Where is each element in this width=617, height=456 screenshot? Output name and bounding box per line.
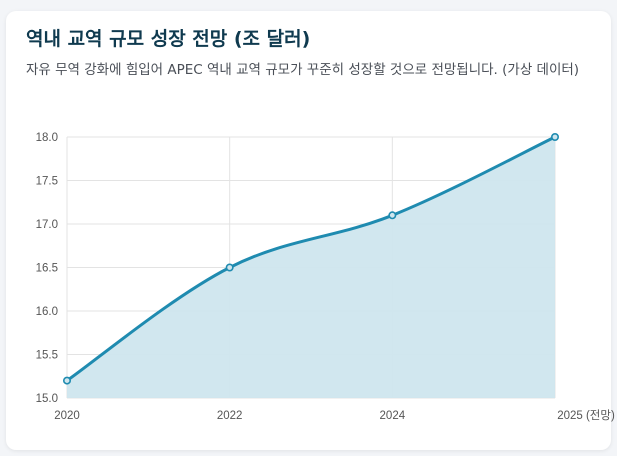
data-point [388, 211, 397, 220]
area-fill [67, 137, 555, 398]
x-tick-label: 2024 [380, 410, 406, 422]
data-points [62, 133, 559, 385]
y-tick-label: 15.5 [36, 350, 58, 362]
series-area [66, 135, 556, 398]
data-point [225, 263, 234, 272]
x-tick-label: 2025 (전망) [557, 409, 615, 422]
series-line [66, 135, 556, 382]
x-tick-label: 2022 [217, 410, 243, 422]
chart-title: 역내 교역 규모 성장 전망 (조 달러) [26, 28, 311, 50]
y-tick-label: 16.0 [36, 306, 58, 318]
data-point [550, 133, 559, 142]
y-tick-label: 17.0 [36, 219, 58, 231]
y-tick-label: 16.5 [36, 263, 58, 275]
chart-subtitle: 자유 무역 강화에 힘입어 APEC 역내 교역 규모가 꾸준히 성장할 것으로… [26, 62, 580, 78]
x-axis-ticks: 2020 2022 2024 2025 (전망) [54, 409, 615, 422]
y-tick-label: 15.0 [36, 393, 58, 405]
y-axis-ticks: 15.0 15.5 16.0 16.5 17.0 17.5 18.0 [36, 132, 58, 405]
y-tick-label: 18.0 [36, 132, 58, 144]
y-tick-label: 17.5 [36, 176, 58, 188]
data-point [62, 376, 71, 385]
x-tick-label: 2020 [54, 410, 80, 422]
